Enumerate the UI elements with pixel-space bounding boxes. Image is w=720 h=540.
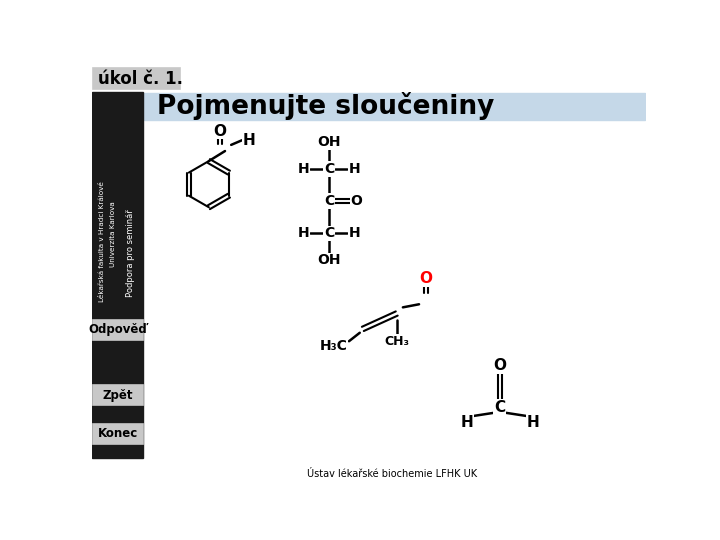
Text: C: C xyxy=(324,226,334,240)
Text: C: C xyxy=(324,162,334,176)
Text: H: H xyxy=(526,415,539,430)
Bar xyxy=(94,320,143,340)
Text: Univerzita Karlova: Univerzita Karlova xyxy=(109,201,116,267)
Text: CH₃: CH₃ xyxy=(384,335,409,348)
Text: C: C xyxy=(495,400,505,415)
Bar xyxy=(94,68,179,90)
Bar xyxy=(94,385,143,405)
Text: O: O xyxy=(213,124,226,139)
Bar xyxy=(94,423,143,444)
Text: Pojmenujte sloučeniny: Pojmenujte sloučeniny xyxy=(157,92,495,120)
Text: Zpět: Zpět xyxy=(103,389,133,402)
Text: H: H xyxy=(348,226,360,240)
Text: úkol č. 1.: úkol č. 1. xyxy=(98,70,183,87)
Text: OH: OH xyxy=(318,253,341,267)
Text: H: H xyxy=(243,133,256,148)
Text: C: C xyxy=(324,194,334,208)
Text: O: O xyxy=(420,271,433,286)
Text: O: O xyxy=(351,194,363,208)
Text: Konec: Konec xyxy=(98,427,138,440)
Text: Podpora pro seminář: Podpora pro seminář xyxy=(126,210,135,298)
Text: H₃C: H₃C xyxy=(320,339,348,353)
Bar xyxy=(92,92,143,457)
Text: Odpověď: Odpověď xyxy=(89,323,148,336)
Text: H: H xyxy=(460,415,473,430)
Text: H: H xyxy=(298,226,310,240)
Text: H: H xyxy=(298,162,310,176)
Text: OH: OH xyxy=(318,135,341,149)
Text: Lékařská fakulta v Hradci Králové: Lékařská fakulta v Hradci Králové xyxy=(99,181,105,302)
Bar xyxy=(144,92,644,120)
Text: Ústav lékařské biochemie LFHK UK: Ústav lékařské biochemie LFHK UK xyxy=(307,469,477,480)
Text: H: H xyxy=(348,162,360,176)
Text: O: O xyxy=(493,359,506,373)
